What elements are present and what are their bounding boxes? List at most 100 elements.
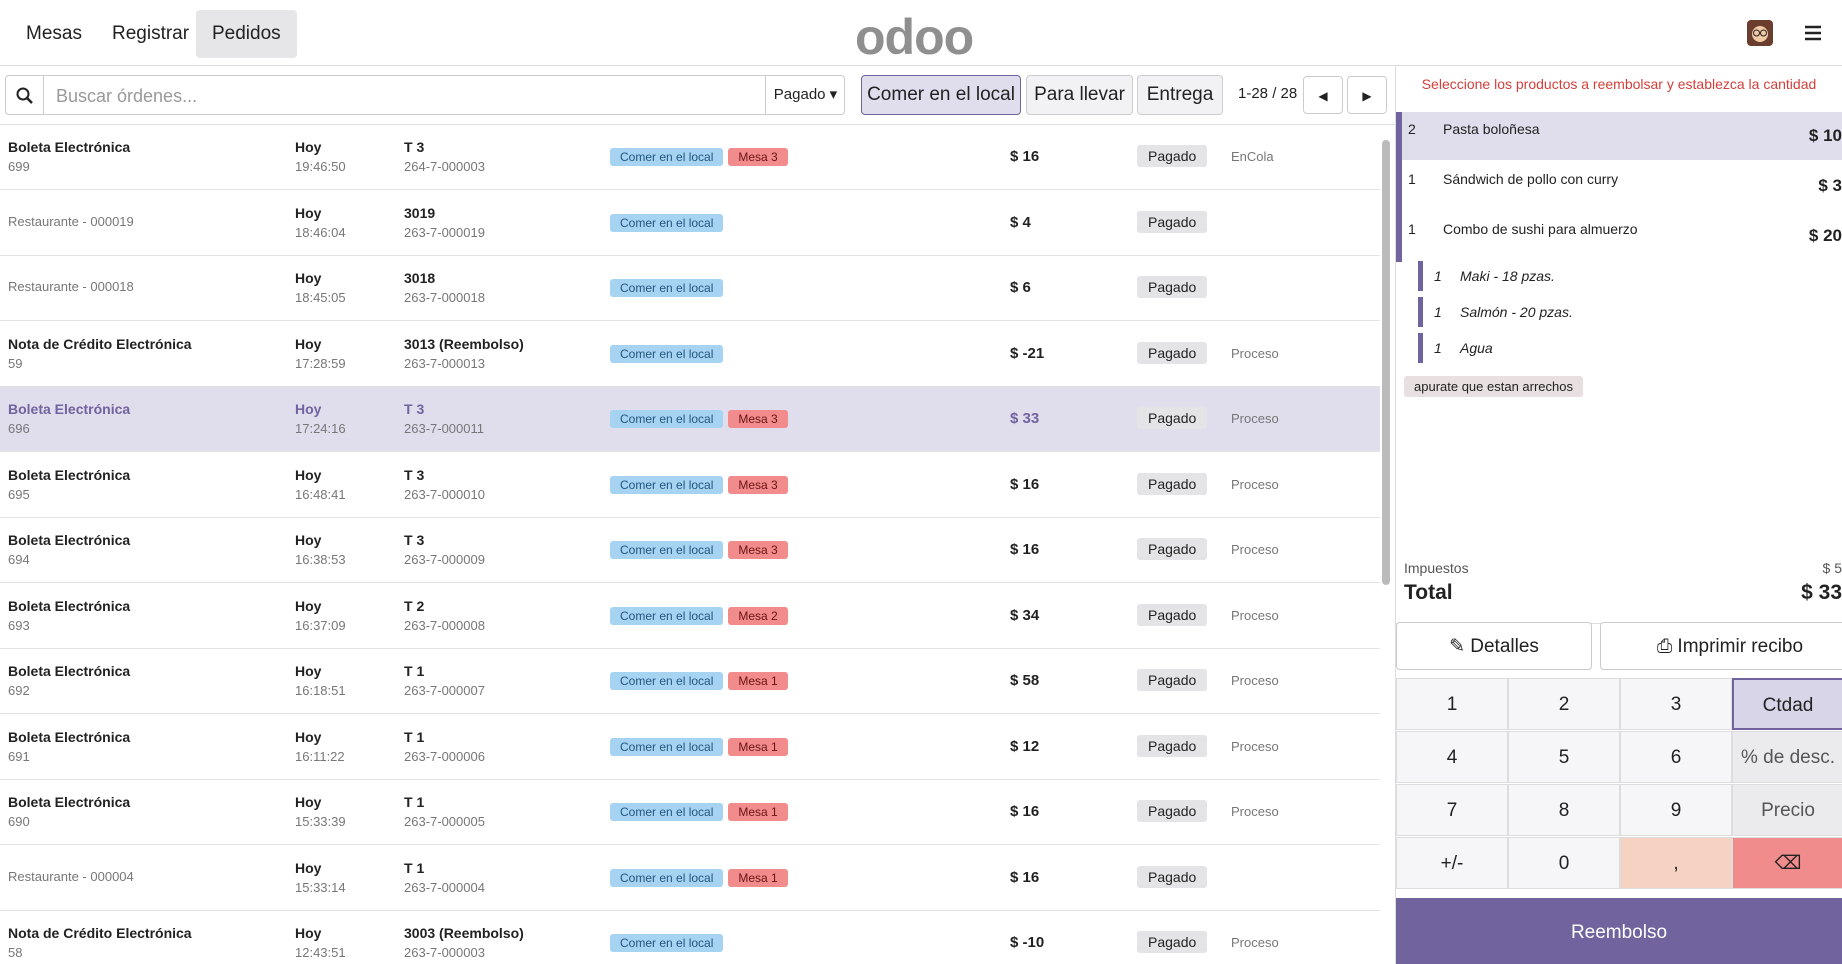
order-date: Hoy (295, 466, 322, 483)
refund-button[interactable]: Reembolso (1396, 898, 1842, 964)
order-receipt: 263-7-000011 (404, 421, 484, 436)
keypad-key[interactable]: Ctdad (1732, 678, 1842, 730)
tag: Comer en el local (610, 803, 724, 821)
combo-qty: 1 (1434, 304, 1442, 320)
order-ref: T 3 (404, 466, 425, 483)
print-label: Imprimir recibo (1677, 636, 1804, 657)
line-name: Sándwich de pollo con curry (1443, 171, 1619, 187)
order-row[interactable]: Boleta Electrónica 690 Hoy 15:33:39 T 1 263-7… (0, 780, 1380, 845)
avatar[interactable] (1747, 20, 1773, 46)
keypad-key[interactable]: , (1620, 837, 1732, 889)
mode-button[interactable]: Comer en el local (861, 75, 1021, 115)
order-tags: Comer en el local (610, 344, 728, 363)
order-amount: $ 33 (1010, 410, 1040, 427)
order-status: Pagado (1137, 407, 1208, 429)
order-amount: $ 16 (1010, 803, 1040, 820)
keypad-key[interactable]: 6 (1620, 731, 1732, 783)
order-row[interactable]: Restaurante - 000019 Hoy 18:46:04 3019 263-7… (0, 191, 1380, 256)
filter-label: Pagado (773, 86, 826, 103)
logo: odoo (855, 9, 974, 65)
menu-icon[interactable] (1805, 25, 1821, 41)
keypad-key[interactable]: % de desc. (1732, 731, 1842, 783)
order-tags: Comer en el local Mesa 1 (610, 803, 793, 821)
line-qty: 1 (1408, 221, 1416, 237)
order-state: Proceso (1231, 935, 1279, 950)
nav-tab[interactable]: Registrar (112, 23, 190, 44)
order-time: 17:28:59 (295, 355, 346, 371)
order-line[interactable]: 2 Pasta boloñesa $ 10 (1402, 112, 1842, 160)
keypad-key[interactable]: +/- (1396, 837, 1508, 889)
search-box[interactable]: Buscar órdenes... Pagado ▾ (5, 75, 845, 115)
details-button[interactable]: ✎ Detalles (1396, 622, 1592, 670)
mode-button[interactable]: Entrega (1137, 75, 1223, 115)
order-row[interactable]: Boleta Electrónica 693 Hoy 16:37:09 T 2 263-7… (0, 584, 1380, 649)
order-date: Hoy (295, 663, 322, 679)
order-time: 18:46:04 (295, 224, 346, 240)
keypad-key[interactable]: 2 (1508, 678, 1620, 730)
order-time: 16:11:22 (295, 748, 345, 764)
tag: Comer en el local (610, 672, 724, 690)
order-tags: Comer en el local (610, 213, 728, 232)
keypad-key[interactable]: Precio (1732, 784, 1842, 836)
keypad-key[interactable]: 7 (1396, 784, 1508, 836)
order-line[interactable]: 1 Combo de sushi para almuerzo $ 20 (1402, 212, 1842, 262)
order-row[interactable]: Boleta Electrónica 694 Hoy 16:38:53 T 3 263-7… (0, 518, 1380, 583)
next-page[interactable]: ▶ (1347, 76, 1387, 114)
order-row[interactable]: Restaurante - 000018 Hoy 18:45:05 3018 263-7… (0, 256, 1380, 321)
order-state: Proceso (1231, 476, 1279, 492)
tag: Comer en el local (610, 868, 724, 887)
order-number: 58 (8, 945, 23, 960)
keypad-key[interactable]: 1 (1396, 678, 1508, 730)
nav-tab[interactable]: Pedidos (196, 10, 297, 58)
order-tags: Comer en el local Mesa 3 (610, 475, 793, 494)
order-line[interactable]: 1 Sándwich de pollo con curry $ 3 (1402, 162, 1842, 212)
order-number: 690 (8, 814, 30, 829)
keypad-key[interactable]: ⌫ (1732, 837, 1842, 889)
order-tags: Comer en el local Mesa 3 (610, 541, 793, 559)
mode-button[interactable]: Para llevar (1026, 75, 1133, 115)
order-row[interactable]: Nota de Crédito Electrónica 58 Hoy 12:43:51… (0, 911, 1380, 964)
order-name: Boleta Electrónica (8, 597, 131, 614)
order-status: Pagado (1137, 538, 1208, 560)
keypad-key[interactable]: 8 (1508, 784, 1620, 836)
order-ref: 3013 (Reembolso) (404, 335, 524, 352)
order-row[interactable]: Boleta Electrónica 692 Hoy 16:18:51 T 1 263-7… (0, 649, 1380, 714)
order-time: 19:46:50 (295, 159, 346, 174)
order-status: Pagado (1137, 210, 1208, 233)
sep (43, 76, 44, 114)
prev-page[interactable]: ◀ (1303, 76, 1343, 114)
line-name: Combo de sushi para almuerzo (1443, 221, 1638, 237)
keypad-key[interactable]: 3 (1620, 678, 1732, 730)
order-state: Proceso (1231, 542, 1279, 557)
order-row[interactable]: Boleta Electrónica 695 Hoy 16:48:41 T 3 263-7… (0, 453, 1380, 518)
order-ref: T 3 (404, 401, 425, 417)
order-row[interactable]: Boleta Electrónica 691 Hoy 16:11:22 T 1 263-7… (0, 715, 1380, 780)
order-ref: T 2 (404, 597, 425, 614)
order-receipt: 263-7-000005 (404, 814, 485, 829)
keypad-key[interactable]: 4 (1396, 731, 1508, 783)
order-row[interactable]: Restaurante - 000004 Hoy 15:33:14 T 1 263-7-… (0, 846, 1380, 911)
order-state: EnCola (1231, 149, 1274, 164)
order-ref: 3019 (404, 204, 436, 221)
line-price: $ 3 (1818, 176, 1842, 195)
order-ref: T 1 (404, 794, 425, 810)
filter[interactable]: Pagado ▾ (765, 76, 845, 114)
nav-tab[interactable]: Mesas (26, 23, 82, 44)
order-time: 16:18:51 (295, 683, 346, 698)
order-status: Pagado (1137, 472, 1208, 495)
order-row[interactable]: Nota de Crédito Electrónica 59 Hoy 17:28:59… (0, 322, 1380, 387)
combo-bar (1418, 297, 1423, 327)
keypad-key[interactable]: 0 (1508, 837, 1620, 889)
order-name: Restaurante - 000004 (8, 868, 134, 884)
order-number: 59 (8, 355, 23, 371)
order-tags: Comer en el local (610, 934, 728, 952)
order-row[interactable]: Boleta Electrónica 699 Hoy 19:46:50 T 3 264-7… (0, 125, 1380, 190)
keypad-key[interactable]: 9 (1620, 784, 1732, 836)
order-time: 16:48:41 (295, 486, 346, 502)
keypad-key[interactable]: 5 (1508, 731, 1620, 783)
line-qty: 1 (1408, 171, 1416, 187)
print-button[interactable]: ⎙ Imprimir recibo (1600, 622, 1842, 670)
order-name: Nota de Crédito Electrónica (8, 925, 192, 941)
tag: Comer en el local (610, 344, 724, 363)
order-row[interactable]: Boleta Electrónica 696 Hoy 17:24:16 T 3 263-7… (0, 387, 1380, 452)
